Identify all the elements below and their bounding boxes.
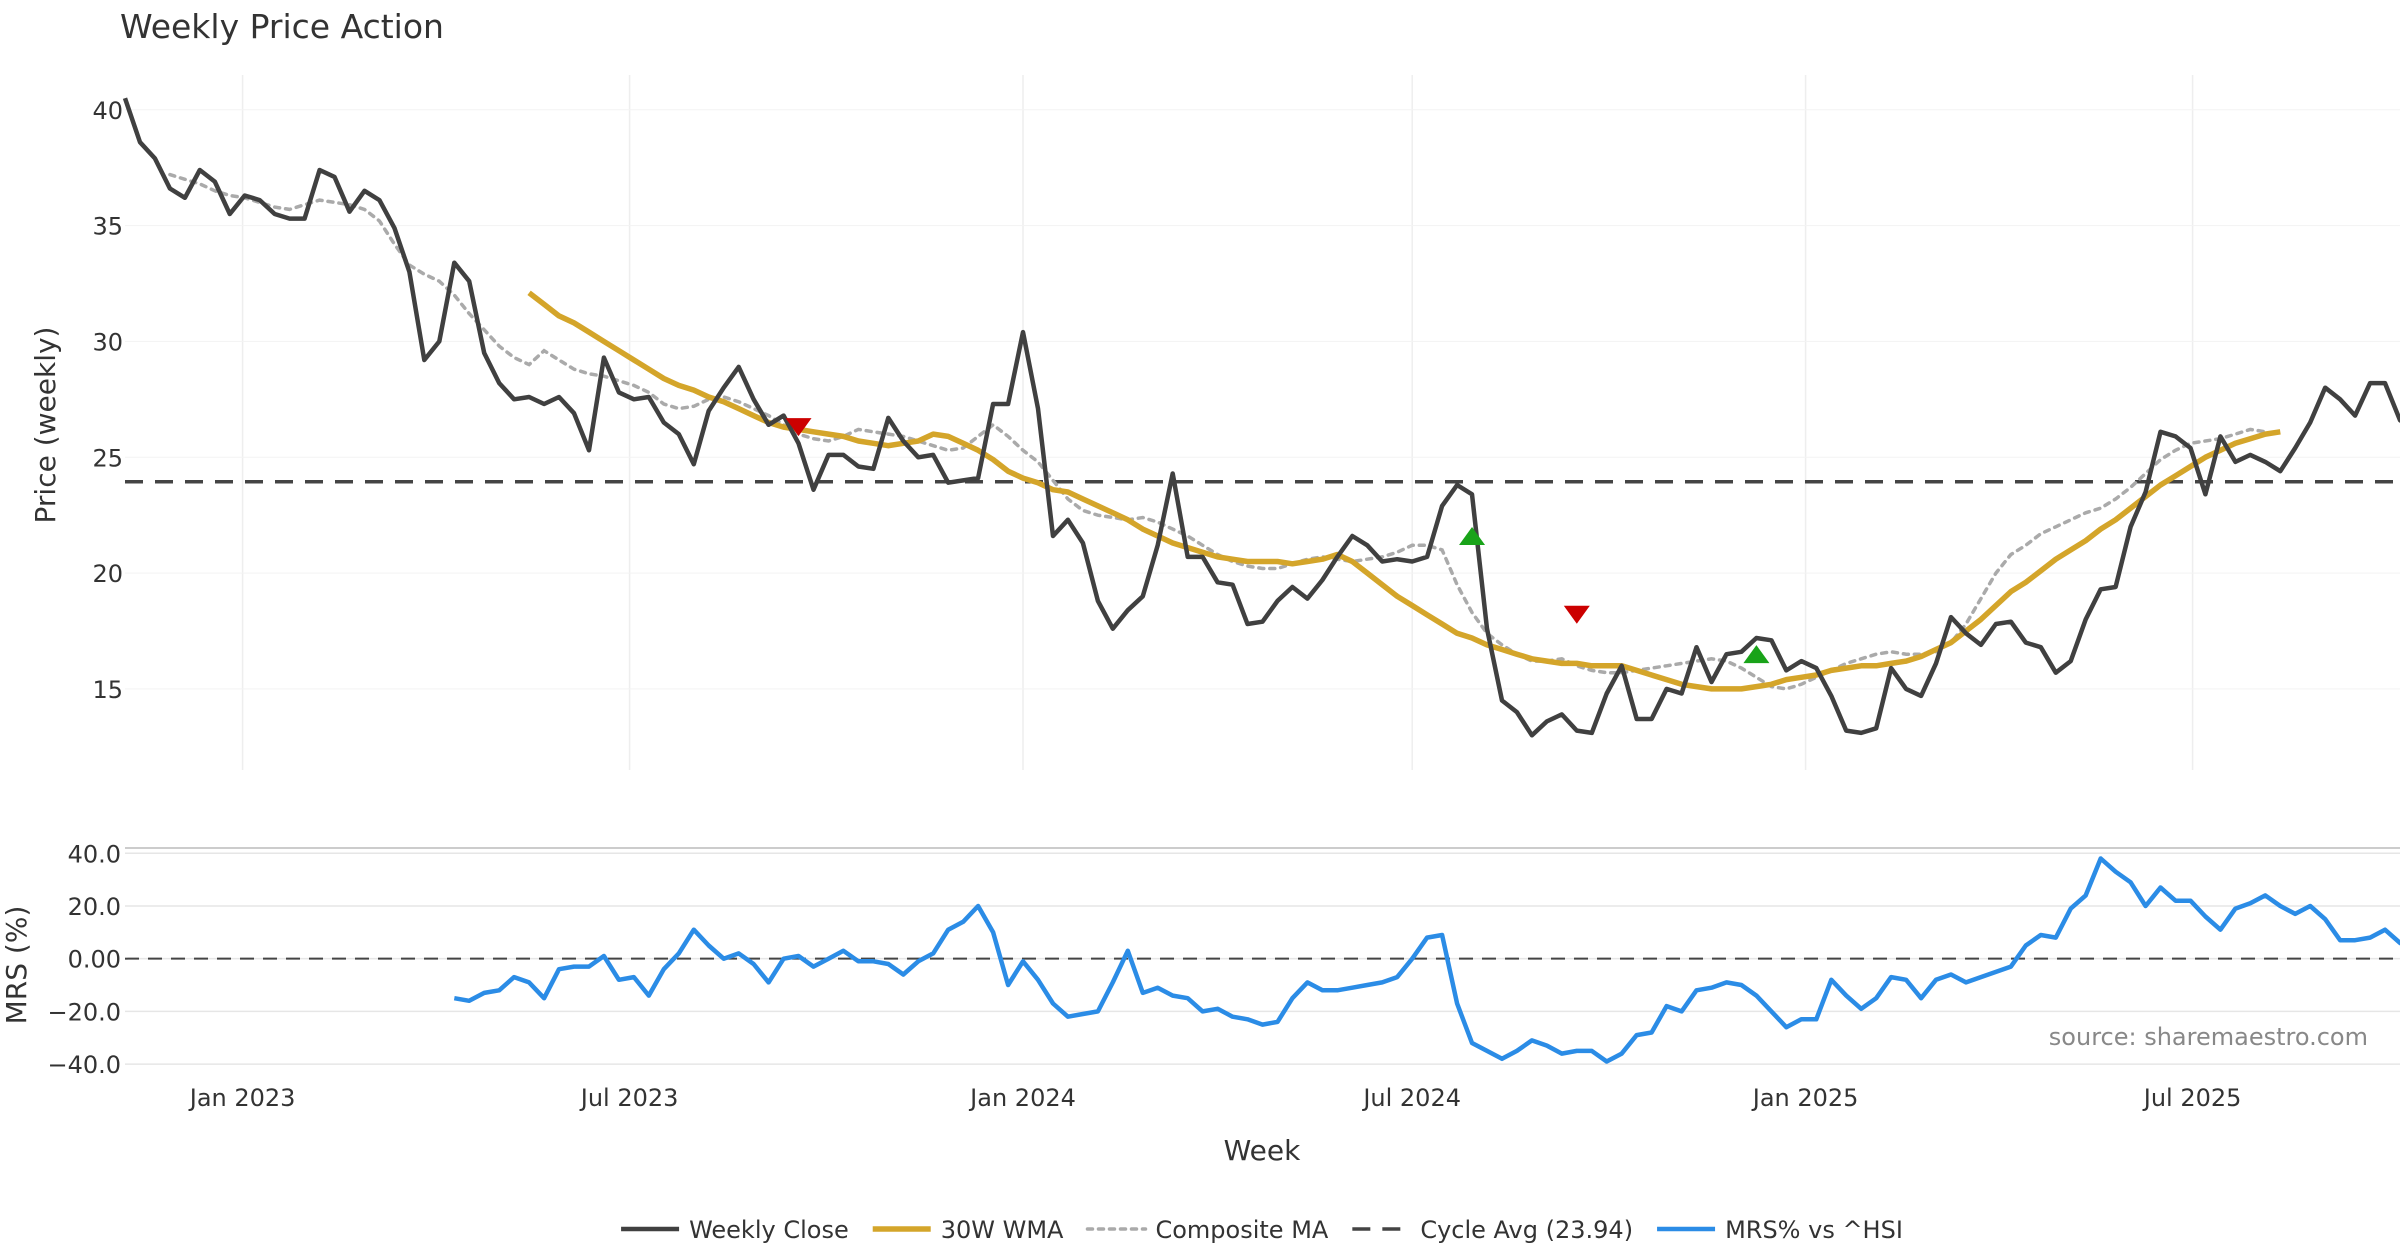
source-credit: source: sharemaestro.com — [2049, 1023, 2368, 1051]
legend-item: 30W WMA — [872, 1216, 1064, 1244]
legend-item: MRS% vs ^HSI — [1657, 1216, 1903, 1244]
x-tick-label: Jan 2025 — [1751, 1084, 1859, 1112]
mrs-y-tick-label: 40.0 — [68, 840, 121, 868]
legend-item: Weekly Close — [621, 1216, 849, 1244]
mrs-y-ticks: 40.0 20.0 0.00 −20.0 −40.0 — [47, 840, 121, 1079]
price-y-tick-label: 20 — [92, 560, 123, 588]
buy-signal-marker — [1459, 527, 1486, 546]
chart-title: Weekly Price Action — [120, 7, 444, 46]
legend-item: Composite MA — [1085, 1216, 1329, 1244]
sell-signal-marker — [1563, 605, 1590, 624]
price-y-axis-title: Price (weekly) — [29, 327, 62, 524]
legend: Weekly Close 30W WMA Composite MA Cycle Avg… — [621, 1216, 1903, 1244]
mrs-y-tick-label: 0.00 — [68, 946, 121, 974]
buy-signal-marker — [1743, 645, 1770, 664]
price-y-ticks: 15 20 25 30 35 40 — [92, 97, 123, 704]
x-tick-label: Jul 2024 — [1361, 1084, 1461, 1112]
price-grid — [125, 75, 2400, 770]
legend-label: MRS% vs ^HSI — [1725, 1216, 1903, 1244]
signal-markers — [785, 418, 1770, 664]
x-tick-label: Jul 2025 — [2142, 1084, 2242, 1112]
price-y-tick-label: 30 — [92, 328, 123, 356]
mrs-y-tick-label: −40.0 — [47, 1051, 121, 1079]
legend-label: Cycle Avg (23.94) — [1420, 1216, 1633, 1244]
x-axis-title: Week — [1224, 1134, 1301, 1167]
price-y-tick-label: 40 — [92, 97, 123, 125]
x-tick-label: Jan 2024 — [968, 1084, 1076, 1112]
legend-label: 30W WMA — [941, 1216, 1064, 1244]
sell-signal-marker — [785, 418, 812, 437]
x-ticks: Jan 2023 Jul 2023 Jan 2024 Jul 2024 Jan 2025… — [188, 1084, 2242, 1112]
price-y-tick-label: 35 — [92, 213, 123, 241]
price-y-tick-label: 25 — [92, 444, 123, 472]
legend-label: Weekly Close — [689, 1216, 849, 1244]
legend-label: Composite MA — [1155, 1216, 1328, 1244]
mrs-y-tick-label: 20.0 — [68, 893, 121, 921]
wma-line — [527, 290, 2281, 692]
x-tick-label: Jul 2023 — [579, 1084, 679, 1112]
x-tick-label: Jan 2023 — [188, 1084, 296, 1112]
weekly-close-line — [122, 97, 2400, 738]
composite-ma-line — [168, 172, 2268, 691]
mrs-line — [453, 856, 2400, 1064]
mrs-y-axis-title: MRS (%) — [0, 906, 33, 1025]
price-y-tick-label: 15 — [92, 676, 123, 704]
mrs-y-tick-label: −20.0 — [47, 998, 121, 1026]
legend-item: Cycle Avg (23.94) — [1352, 1216, 1633, 1244]
